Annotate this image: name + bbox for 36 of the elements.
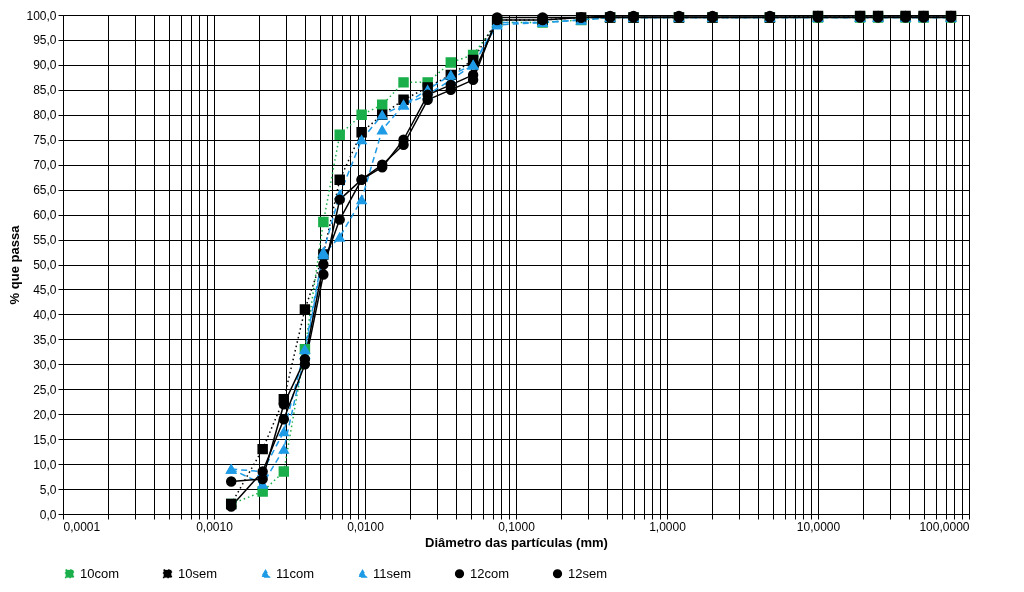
y-tick-label: 80,0	[33, 108, 57, 123]
x-tick-label: 0,0010	[196, 519, 234, 534]
y-tick-label: 30,0	[33, 357, 57, 372]
y-tick-label: 70,0	[33, 158, 57, 173]
legend-label: 12sem	[568, 565, 608, 581]
y-tick-label: 35,0	[33, 332, 57, 347]
y-tick-label: 20,0	[33, 407, 57, 422]
y-tick-label: 55,0	[33, 233, 57, 248]
legend-label: 10sem	[178, 565, 218, 581]
y-tick-label: 15,0	[33, 432, 57, 447]
y-tick-label: 40,0	[33, 307, 57, 322]
y-tick-label: 5,0	[39, 482, 57, 497]
y-tick-label: 60,0	[33, 208, 57, 223]
legend-label: 10com	[80, 565, 120, 581]
y-tick-label: 85,0	[33, 83, 57, 98]
y-tick-label: 45,0	[33, 282, 57, 297]
y-tick-label: 100,0	[26, 8, 57, 23]
x-tick-label: 0,0001	[63, 519, 101, 534]
y-tick-label: 95,0	[33, 33, 57, 48]
y-tick-label: 75,0	[33, 133, 57, 148]
x-tick-label: 1,0000	[649, 519, 687, 534]
y-tick-label: 50,0	[33, 258, 57, 272]
y-tick-label: 25,0	[33, 382, 57, 397]
legend-label: 12com	[470, 565, 510, 581]
x-tick-label: 0,0100	[347, 519, 385, 534]
y-tick-label: 10,0	[33, 457, 57, 472]
y-axis-title: % que passa	[7, 224, 23, 305]
y-tick-label: 90,0	[33, 58, 57, 73]
x-tick-label: 0,1000	[498, 519, 536, 534]
legend-label: 11sem	[373, 565, 412, 581]
x-axis-title: Diâmetro das partículas (mm)	[425, 534, 608, 550]
x-tick-label: 100,0000	[919, 519, 970, 534]
y-tick-label: 65,0	[33, 183, 57, 198]
legend-label: 11com	[276, 565, 315, 581]
y-tick-label: 0,0	[39, 507, 57, 522]
x-tick-label: 10,0000	[796, 519, 841, 534]
